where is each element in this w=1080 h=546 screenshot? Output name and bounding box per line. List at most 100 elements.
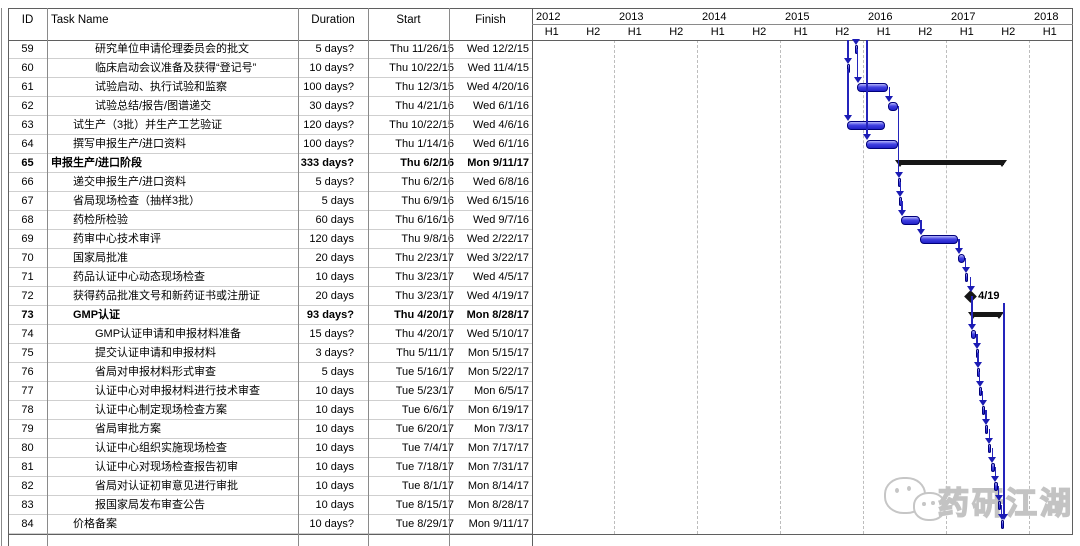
task-finish-cell[interactable]: Wed 9/7/16 <box>472 214 529 226</box>
task-start-cell[interactable]: Thu 4/20/17 <box>394 309 454 321</box>
task-start-cell[interactable]: Thu 2/23/17 <box>395 252 454 264</box>
task-bar[interactable] <box>865 140 898 149</box>
task-id-cell[interactable]: 81 <box>21 461 34 473</box>
task-start-cell[interactable]: Thu 1/14/16 <box>395 138 454 150</box>
task-name-cell[interactable]: 认证中心组织实施现场检查 <box>95 442 227 454</box>
task-start-cell[interactable]: Tue 6/20/17 <box>395 423 454 435</box>
task-start-cell[interactable]: Thu 10/22/15 <box>389 119 454 131</box>
task-finish-cell[interactable]: Wed 11/4/15 <box>467 62 529 74</box>
task-id-cell[interactable]: 83 <box>21 499 34 511</box>
task-name-cell[interactable]: 研究单位申请伦理委员会的批文 <box>95 43 249 55</box>
timescale-half-label[interactable]: H1 <box>544 26 559 38</box>
task-duration-cell[interactable]: 30 days? <box>309 100 354 112</box>
task-bar[interactable] <box>847 121 886 130</box>
task-duration-cell[interactable]: 10 days <box>315 385 354 397</box>
task-id-cell[interactable]: 66 <box>21 176 34 188</box>
task-duration-cell[interactable]: 5 days? <box>315 176 354 188</box>
task-bar[interactable] <box>981 406 985 415</box>
task-start-cell[interactable]: Thu 3/23/17 <box>395 271 454 283</box>
task-start-cell[interactable]: Thu 5/11/17 <box>396 347 454 359</box>
timescale-half-label[interactable]: H2 <box>918 26 933 38</box>
task-bar[interactable] <box>856 83 889 92</box>
task-name-cell[interactable]: 省局审批方案 <box>95 423 161 435</box>
column-header-start[interactable]: Start <box>396 14 421 26</box>
task-start-cell[interactable]: Thu 6/16/16 <box>395 214 454 226</box>
task-finish-cell[interactable]: Wed 6/1/16 <box>472 100 529 112</box>
task-start-cell[interactable]: Tue 5/16/17 <box>395 366 454 378</box>
task-name-cell[interactable]: 价格备案 <box>73 518 117 530</box>
task-start-cell[interactable]: Tue 8/29/17 <box>395 518 454 530</box>
timescale-half-label[interactable]: H1 <box>876 26 891 38</box>
task-start-cell[interactable]: Tue 7/4/17 <box>401 442 454 454</box>
timescale-half-label[interactable]: H2 <box>586 26 601 38</box>
task-start-cell[interactable]: Tue 6/6/17 <box>401 404 454 416</box>
task-duration-cell[interactable]: 10 days <box>315 404 354 416</box>
task-finish-cell[interactable]: Wed 4/6/16 <box>472 119 529 131</box>
task-duration-cell[interactable]: 100 days? <box>303 81 354 93</box>
timescale-year-label[interactable]: 2014 <box>702 11 727 23</box>
task-finish-cell[interactable]: Wed 6/1/16 <box>472 138 529 150</box>
task-start-cell[interactable]: Tue 8/1/17 <box>401 480 454 492</box>
task-name-cell[interactable]: 国家局批准 <box>73 252 128 264</box>
task-finish-cell[interactable]: Mon 6/5/17 <box>473 385 529 397</box>
task-duration-cell[interactable]: 15 days? <box>309 328 354 340</box>
task-finish-cell[interactable]: Wed 2/22/17 <box>466 233 529 245</box>
task-finish-cell[interactable]: Wed 5/10/17 <box>466 328 529 340</box>
task-start-cell[interactable]: Thu 4/20/17 <box>395 328 454 340</box>
timescale-half-label[interactable]: H1 <box>710 26 725 38</box>
task-bar[interactable] <box>984 425 989 434</box>
task-finish-cell[interactable]: Wed 4/20/16 <box>466 81 529 93</box>
task-id-cell[interactable]: 71 <box>21 271 34 283</box>
task-id-cell[interactable]: 68 <box>21 214 34 226</box>
task-start-cell[interactable]: Tue 7/18/17 <box>395 461 454 473</box>
task-finish-cell[interactable]: Mon 5/15/17 <box>467 347 529 359</box>
task-name-cell[interactable]: 省局现场检查（抽样3批） <box>73 195 201 207</box>
task-name-cell[interactable]: 撰写申报生产/进口资料 <box>73 138 187 150</box>
timescale-half-label[interactable]: H2 <box>669 26 684 38</box>
task-duration-cell[interactable]: 20 days <box>315 290 354 302</box>
task-duration-cell[interactable]: 10 days <box>315 499 354 511</box>
task-duration-cell[interactable]: 10 days? <box>309 62 354 74</box>
task-duration-cell[interactable]: 20 days <box>315 252 354 264</box>
column-header-finish[interactable]: Finish <box>475 14 506 26</box>
timescale-year-label[interactable]: 2017 <box>951 11 976 23</box>
task-name-cell[interactable]: 省局对认证初审意见进行审批 <box>95 480 238 492</box>
task-finish-cell[interactable]: Mon 7/3/17 <box>473 423 529 435</box>
timescale-year-label[interactable]: 2013 <box>619 11 644 23</box>
task-duration-cell[interactable]: 5 days <box>321 366 354 378</box>
task-finish-cell[interactable]: Mon 7/17/17 <box>467 442 529 454</box>
task-id-cell[interactable]: 63 <box>21 119 34 131</box>
task-duration-cell[interactable]: 5 days? <box>315 43 354 55</box>
task-name-cell[interactable]: 申报生产/进口阶段 <box>51 157 143 169</box>
task-finish-cell[interactable]: Mon 8/14/17 <box>467 480 529 492</box>
task-id-cell[interactable]: 65 <box>21 157 34 169</box>
task-name-cell[interactable]: GMP认证 <box>73 309 121 321</box>
task-bar[interactable] <box>991 463 995 472</box>
task-bar[interactable] <box>1000 520 1004 529</box>
task-name-cell[interactable]: 药检所检验 <box>73 214 128 226</box>
task-name-cell[interactable]: 认证中心对申报材料进行技术审查 <box>95 385 260 397</box>
task-bar[interactable] <box>888 102 898 111</box>
task-start-cell[interactable]: Thu 11/26/15 <box>389 43 454 55</box>
task-finish-cell[interactable]: Wed 3/22/17 <box>466 252 529 264</box>
task-id-cell[interactable]: 60 <box>21 62 34 74</box>
task-name-cell[interactable]: 认证中心对现场检查报告初审 <box>95 461 238 473</box>
task-name-cell[interactable]: 药品认证中心动态现场检查 <box>73 271 205 283</box>
task-bar[interactable] <box>957 254 965 263</box>
timescale-half-label[interactable]: H1 <box>627 26 642 38</box>
task-start-cell[interactable]: Thu 12/3/15 <box>395 81 454 93</box>
task-id-cell[interactable]: 62 <box>21 100 34 112</box>
task-bar[interactable] <box>994 482 998 491</box>
task-bar[interactable] <box>971 330 976 339</box>
task-name-cell[interactable]: 试验启动、执行试验和监察 <box>95 81 227 93</box>
task-duration-cell[interactable]: 93 days? <box>306 309 354 321</box>
task-duration-cell[interactable]: 60 days <box>315 214 354 226</box>
task-finish-cell[interactable]: Mon 8/28/17 <box>467 499 529 511</box>
task-duration-cell[interactable]: 120 days <box>309 233 354 245</box>
task-id-cell[interactable]: 78 <box>21 404 34 416</box>
task-finish-cell[interactable]: Wed 4/5/17 <box>472 271 529 283</box>
task-id-cell[interactable]: 74 <box>21 328 34 340</box>
task-finish-cell[interactable]: Wed 6/15/16 <box>466 195 529 207</box>
task-start-cell[interactable]: Thu 9/8/16 <box>401 233 454 245</box>
task-id-cell[interactable]: 64 <box>21 138 34 150</box>
